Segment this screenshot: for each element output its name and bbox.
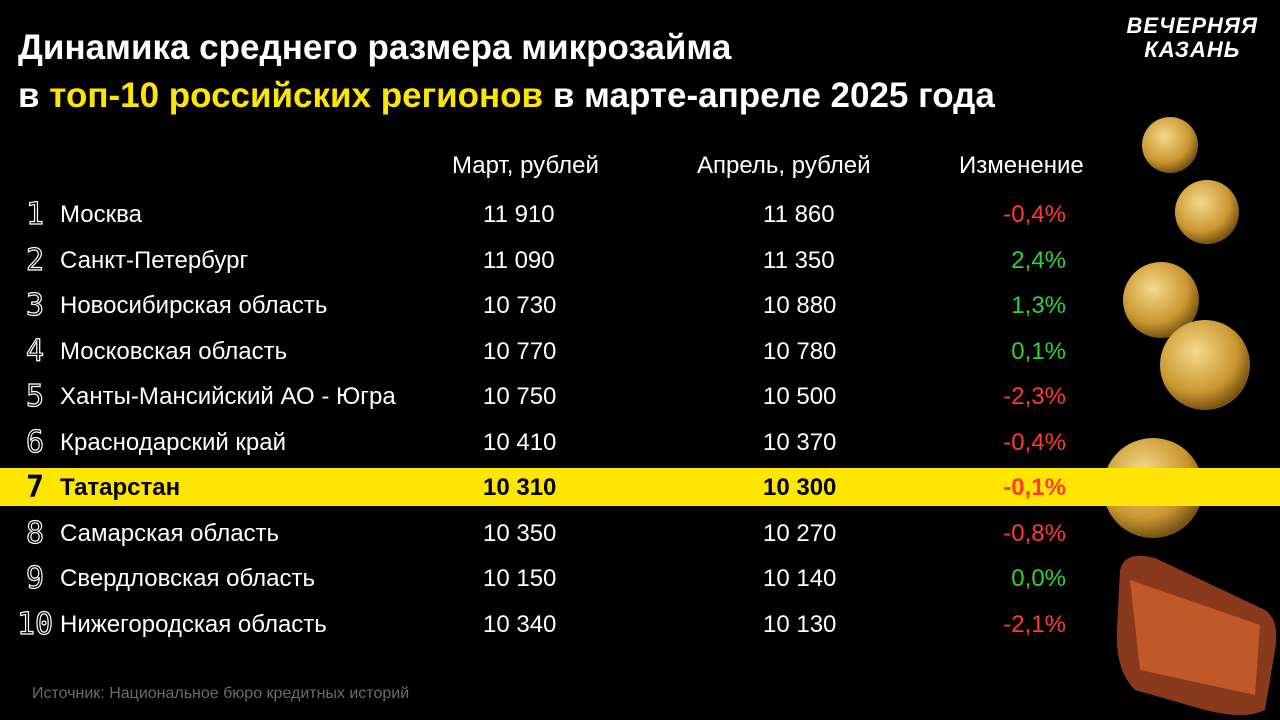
change-value: -0,8% bbox=[1003, 519, 1066, 547]
region: Свердловская область bbox=[60, 565, 315, 592]
region: Краснодарский край bbox=[60, 428, 287, 456]
table-row: 10 Нижегородская область 10 340 10 130 -2,1% bbox=[0, 605, 1280, 643]
logo-line: КАЗАНЬ bbox=[1144, 37, 1241, 62]
region: Новосибирская область bbox=[60, 292, 328, 319]
change-value: -2,1% bbox=[1003, 610, 1066, 638]
coin bbox=[1175, 180, 1239, 244]
march-value: 11 910 bbox=[483, 201, 555, 228]
change-value: -2,3% bbox=[1003, 383, 1066, 410]
logo: ВЕЧЕРНЯЯ КАЗАНЬ bbox=[1127, 14, 1258, 62]
march-value: 10 770 bbox=[483, 337, 557, 365]
april-value: 10 370 bbox=[763, 428, 837, 456]
rank: 2 bbox=[25, 242, 45, 278]
table-row: 7 Татарстан 10 310 10 300 -0,1% bbox=[0, 468, 1280, 506]
table-row: 5 Ханты-Мансийский АО - Югра 10 750 10 500 -… bbox=[0, 377, 1280, 415]
wallet-inside bbox=[1130, 580, 1260, 695]
change-value: 0,1% bbox=[1011, 337, 1066, 365]
table-row: 4 Московская область 10 770 10 780 0,1% bbox=[0, 332, 1280, 370]
change-value: 0,0% bbox=[1011, 565, 1066, 592]
table-row: 2 Санкт-Петербург 11 090 11 350 2,4% bbox=[0, 241, 1280, 279]
change-value: -0,1% bbox=[1003, 474, 1066, 501]
march-value: 10 750 bbox=[483, 383, 557, 410]
table-row: 8 Самарская область 10 350 10 270 -0,8% bbox=[0, 514, 1280, 552]
rank: 6 bbox=[25, 424, 45, 460]
march-value: 10 410 bbox=[483, 428, 557, 456]
title-part: в bbox=[18, 76, 40, 115]
table-row: 1 Москва 11 910 11 860 -0,4% bbox=[0, 195, 1280, 233]
change-value: -0,4% bbox=[1003, 428, 1066, 456]
april-value: 10 880 bbox=[763, 292, 837, 319]
march-value: 11 090 bbox=[483, 246, 555, 274]
rank: 4 bbox=[25, 333, 45, 369]
change-value: 1,3% bbox=[1011, 292, 1066, 319]
rank: 3 bbox=[25, 287, 45, 323]
region: Санкт-Петербург bbox=[60, 246, 249, 274]
region: Москва bbox=[60, 201, 142, 228]
title-highlight: топ-10 российских регионов bbox=[49, 76, 544, 115]
title: в топ-10 российских регионов в марте-апр… bbox=[18, 76, 995, 116]
march-value: 10 350 bbox=[483, 519, 557, 547]
rank: 7 bbox=[25, 470, 45, 505]
rank: 10 bbox=[16, 606, 54, 642]
table-row: 3 Новосибирская область 10 730 10 880 1,3% bbox=[0, 286, 1280, 324]
region: Московская область bbox=[60, 337, 288, 365]
column-header: Апрель, рублей bbox=[697, 152, 871, 179]
april-value: 11 350 bbox=[763, 246, 835, 274]
april-value: 10 140 bbox=[763, 565, 837, 592]
march-value: 10 150 bbox=[483, 565, 557, 592]
table-row: 9 Свердловская область 10 150 10 140 0,0% bbox=[0, 559, 1280, 597]
column-header: Март, рублей bbox=[452, 152, 599, 179]
april-value: 10 300 bbox=[763, 474, 837, 501]
coin bbox=[1123, 262, 1199, 338]
rank: 9 bbox=[25, 560, 45, 596]
region: Татарстан bbox=[60, 474, 181, 501]
column-header: Изменение bbox=[959, 152, 1084, 179]
region: Самарская область bbox=[60, 519, 280, 547]
march-value: 10 310 bbox=[483, 474, 557, 501]
april-value: 11 860 bbox=[763, 201, 835, 228]
region: Ханты-Мансийский АО - Югра bbox=[60, 383, 396, 410]
april-value: 10 500 bbox=[763, 383, 837, 410]
change-value: 2,4% bbox=[1011, 246, 1066, 274]
rank: 8 bbox=[25, 515, 45, 551]
table-row: 6 Краснодарский край 10 410 10 370 -0,4% bbox=[0, 423, 1280, 461]
rank: 5 bbox=[25, 378, 45, 414]
coin bbox=[1142, 117, 1198, 173]
source: Источник: Национальное бюро кредитных ис… bbox=[32, 685, 410, 702]
region: Нижегородская область bbox=[60, 610, 327, 638]
title-part: в марте-апреле 2025 года bbox=[552, 76, 995, 115]
march-value: 10 340 bbox=[483, 610, 557, 638]
title: Динамика среднего размера микрозайма bbox=[18, 28, 732, 67]
april-value: 10 780 bbox=[763, 337, 837, 365]
april-value: 10 130 bbox=[763, 610, 837, 638]
april-value: 10 270 bbox=[763, 519, 837, 547]
logo-line: ВЕЧЕРНЯЯ bbox=[1126, 13, 1258, 38]
change-value: -0,4% bbox=[1003, 201, 1066, 228]
decoration bbox=[1103, 117, 1277, 715]
march-value: 10 730 bbox=[483, 292, 557, 319]
rank: 1 bbox=[25, 196, 45, 232]
coin bbox=[1160, 320, 1250, 410]
